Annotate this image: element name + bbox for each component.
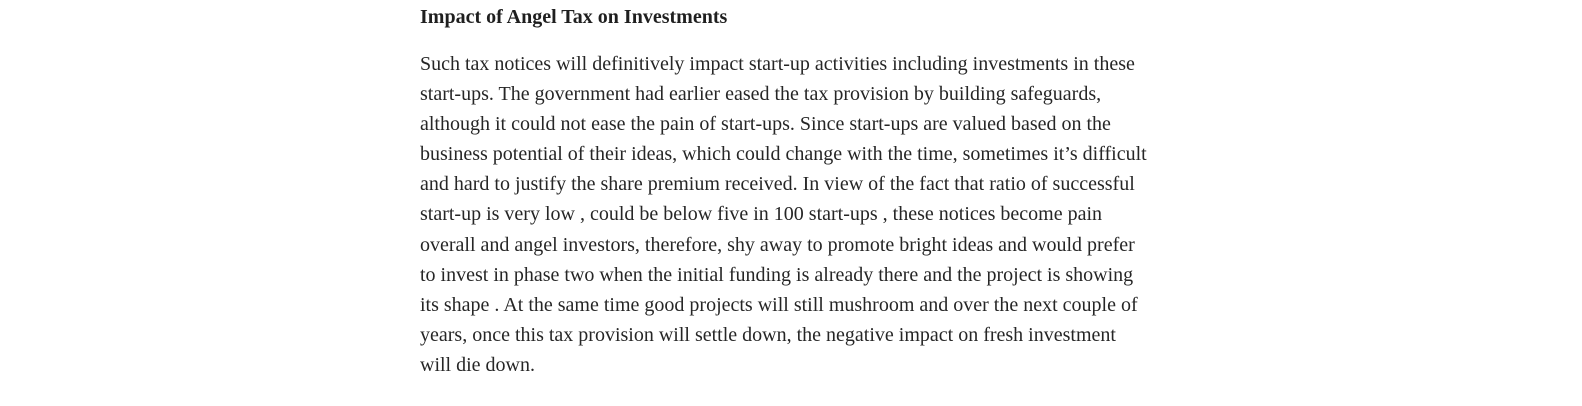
body-paragraph: Such tax notices will definitively impac… bbox=[420, 53, 1147, 376]
section-heading: Impact of Angel Tax on Investments bbox=[420, 6, 728, 28]
article: Impact of Angel Tax on Investments Such … bbox=[420, 4, 1150, 380]
